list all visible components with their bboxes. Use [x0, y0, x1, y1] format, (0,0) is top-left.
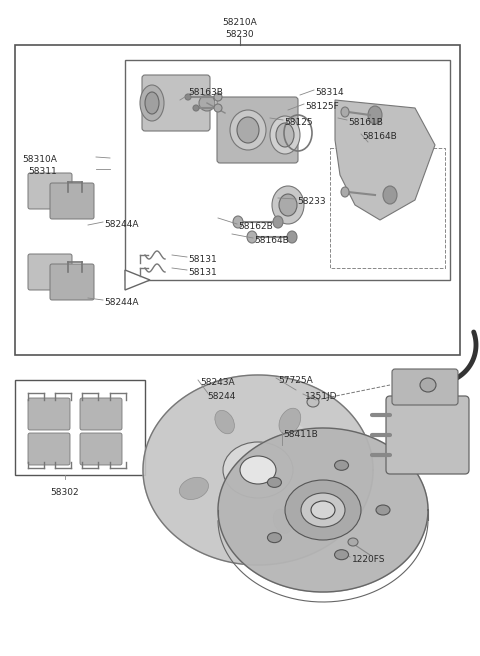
Ellipse shape	[270, 116, 300, 154]
Ellipse shape	[215, 411, 234, 434]
FancyBboxPatch shape	[142, 75, 210, 131]
Polygon shape	[143, 375, 373, 565]
Text: 58314: 58314	[315, 88, 344, 97]
Ellipse shape	[276, 123, 294, 147]
Polygon shape	[335, 100, 435, 220]
Ellipse shape	[335, 461, 348, 470]
Text: 58125F: 58125F	[305, 102, 339, 111]
Text: 58125: 58125	[284, 118, 312, 127]
Ellipse shape	[341, 187, 349, 197]
FancyBboxPatch shape	[50, 183, 94, 219]
Text: 58244A: 58244A	[104, 298, 139, 307]
Ellipse shape	[230, 110, 266, 150]
Ellipse shape	[341, 107, 349, 117]
Ellipse shape	[420, 378, 436, 392]
Text: 58161B: 58161B	[348, 118, 383, 127]
Ellipse shape	[368, 106, 382, 124]
FancyBboxPatch shape	[28, 173, 72, 209]
Text: 58131: 58131	[188, 268, 217, 277]
Ellipse shape	[267, 478, 281, 487]
Text: 58210A: 58210A	[223, 18, 257, 27]
FancyBboxPatch shape	[50, 264, 94, 300]
Ellipse shape	[279, 194, 297, 216]
Ellipse shape	[272, 186, 304, 224]
Ellipse shape	[306, 480, 335, 502]
FancyBboxPatch shape	[217, 97, 298, 163]
Ellipse shape	[279, 408, 301, 435]
Text: 58163B: 58163B	[188, 88, 223, 97]
Ellipse shape	[307, 397, 319, 407]
Text: 58411B: 58411B	[283, 430, 318, 439]
Ellipse shape	[335, 550, 348, 560]
Ellipse shape	[311, 501, 335, 519]
Ellipse shape	[247, 231, 257, 243]
Ellipse shape	[267, 533, 281, 543]
Ellipse shape	[285, 480, 361, 540]
FancyBboxPatch shape	[392, 369, 458, 405]
Text: 58243A: 58243A	[200, 378, 235, 387]
FancyBboxPatch shape	[28, 254, 72, 290]
Polygon shape	[283, 425, 323, 515]
Text: 58310A: 58310A	[22, 155, 57, 164]
Text: 58164B: 58164B	[362, 132, 397, 141]
Polygon shape	[125, 270, 150, 290]
Ellipse shape	[180, 478, 208, 499]
FancyBboxPatch shape	[28, 398, 70, 430]
Ellipse shape	[145, 92, 159, 114]
Ellipse shape	[233, 216, 243, 228]
Text: 58230: 58230	[226, 30, 254, 39]
Ellipse shape	[376, 505, 390, 515]
Text: 58311: 58311	[28, 167, 57, 176]
Text: 57725A: 57725A	[278, 376, 313, 385]
FancyBboxPatch shape	[28, 433, 70, 465]
Ellipse shape	[383, 186, 397, 204]
Text: 58162B: 58162B	[238, 222, 273, 231]
FancyBboxPatch shape	[80, 433, 122, 465]
Ellipse shape	[185, 94, 191, 100]
Text: 58233: 58233	[297, 197, 325, 206]
Bar	[330, 148, 445, 268]
Text: 58244A: 58244A	[104, 220, 139, 229]
Ellipse shape	[301, 493, 345, 527]
Text: 58302: 58302	[51, 488, 79, 497]
Ellipse shape	[199, 95, 215, 111]
Ellipse shape	[287, 231, 297, 243]
Text: 1220FS: 1220FS	[352, 555, 385, 564]
Ellipse shape	[348, 538, 358, 546]
Ellipse shape	[273, 509, 292, 533]
Bar	[15, 45, 460, 355]
Bar	[15, 380, 145, 475]
Ellipse shape	[223, 442, 293, 498]
FancyBboxPatch shape	[80, 398, 122, 430]
Ellipse shape	[193, 105, 199, 111]
Ellipse shape	[237, 117, 259, 143]
Ellipse shape	[214, 104, 222, 112]
Ellipse shape	[140, 85, 164, 121]
Polygon shape	[218, 428, 428, 592]
Ellipse shape	[273, 216, 283, 228]
Bar	[125, 60, 450, 280]
Text: 1351JD: 1351JD	[305, 392, 337, 401]
Ellipse shape	[214, 93, 222, 101]
Text: 58164B: 58164B	[254, 236, 289, 245]
Ellipse shape	[240, 456, 276, 484]
FancyBboxPatch shape	[386, 396, 469, 474]
Text: 58131: 58131	[188, 255, 217, 264]
Text: 58244: 58244	[207, 392, 235, 401]
